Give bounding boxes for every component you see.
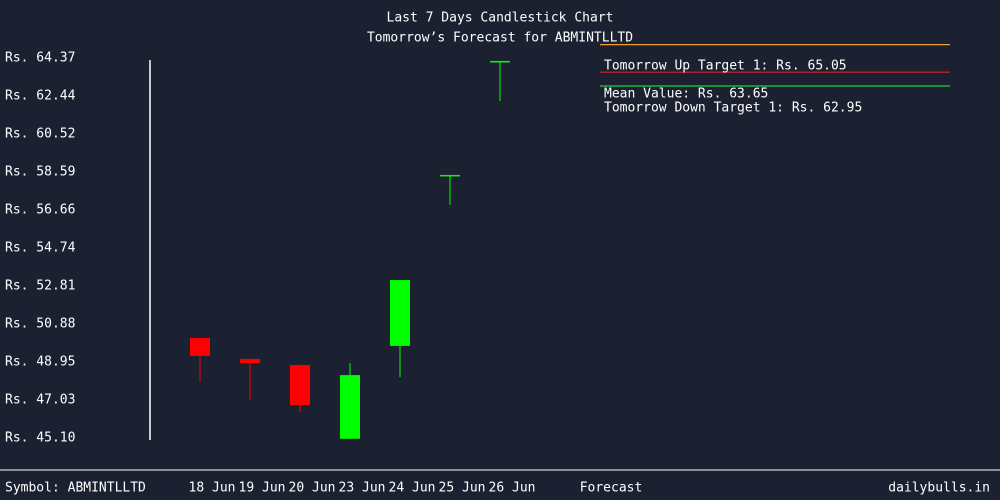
candle-body bbox=[440, 174, 460, 177]
x-tick-label: 18 Jun bbox=[189, 481, 236, 496]
x-tick-label: 19 Jun bbox=[239, 481, 286, 496]
x-tick-label: 24 Jun bbox=[389, 481, 436, 496]
forecast-text: Tomorrow Up Target 1: Rs. 65.05 bbox=[604, 59, 847, 74]
y-tick-label: Rs. 62.44 bbox=[5, 89, 76, 104]
y-tick-label: Rs. 54.74 bbox=[5, 240, 76, 255]
forecast-text: Mean Value: Rs. 63.65 bbox=[604, 87, 768, 102]
chart-subtitle: Tomorrow’s Forecast for ABMINTLLTD bbox=[367, 31, 633, 46]
y-tick-label: Rs. 50.88 bbox=[5, 317, 75, 332]
x-tick-label: 23 Jun bbox=[339, 481, 386, 496]
x-tick-label: 25 Jun bbox=[439, 481, 486, 496]
y-tick-label: Rs. 58.59 bbox=[5, 164, 75, 179]
chart-title: Last 7 Days Candlestick Chart bbox=[387, 11, 614, 26]
x-tick-label: 26 Jun bbox=[489, 481, 536, 496]
y-tick-label: Rs. 52.81 bbox=[5, 278, 75, 293]
candle-body bbox=[290, 365, 310, 406]
candle-body bbox=[390, 280, 410, 346]
forecast-label: Forecast bbox=[580, 481, 643, 496]
source: dailybulls.in bbox=[888, 481, 990, 496]
y-tick-label: Rs. 56.66 bbox=[5, 203, 75, 218]
candle-body bbox=[190, 338, 210, 356]
candle-body bbox=[340, 375, 360, 439]
symbol: Symbol: ABMINTLLTD bbox=[5, 481, 146, 496]
candle-body bbox=[490, 60, 510, 63]
forecast-text: Tomorrow Down Target 1: Rs. 62.95 bbox=[604, 101, 862, 116]
candle-body bbox=[240, 358, 260, 364]
x-tick-label: 20 Jun bbox=[289, 481, 336, 496]
y-tick-label: Rs. 64.37 bbox=[5, 51, 75, 66]
y-tick-label: Rs. 45.10 bbox=[5, 431, 75, 446]
y-tick-label: Rs. 47.03 bbox=[5, 392, 75, 407]
y-tick-label: Rs. 48.95 bbox=[5, 355, 75, 370]
y-tick-label: Rs. 60.52 bbox=[5, 126, 75, 141]
